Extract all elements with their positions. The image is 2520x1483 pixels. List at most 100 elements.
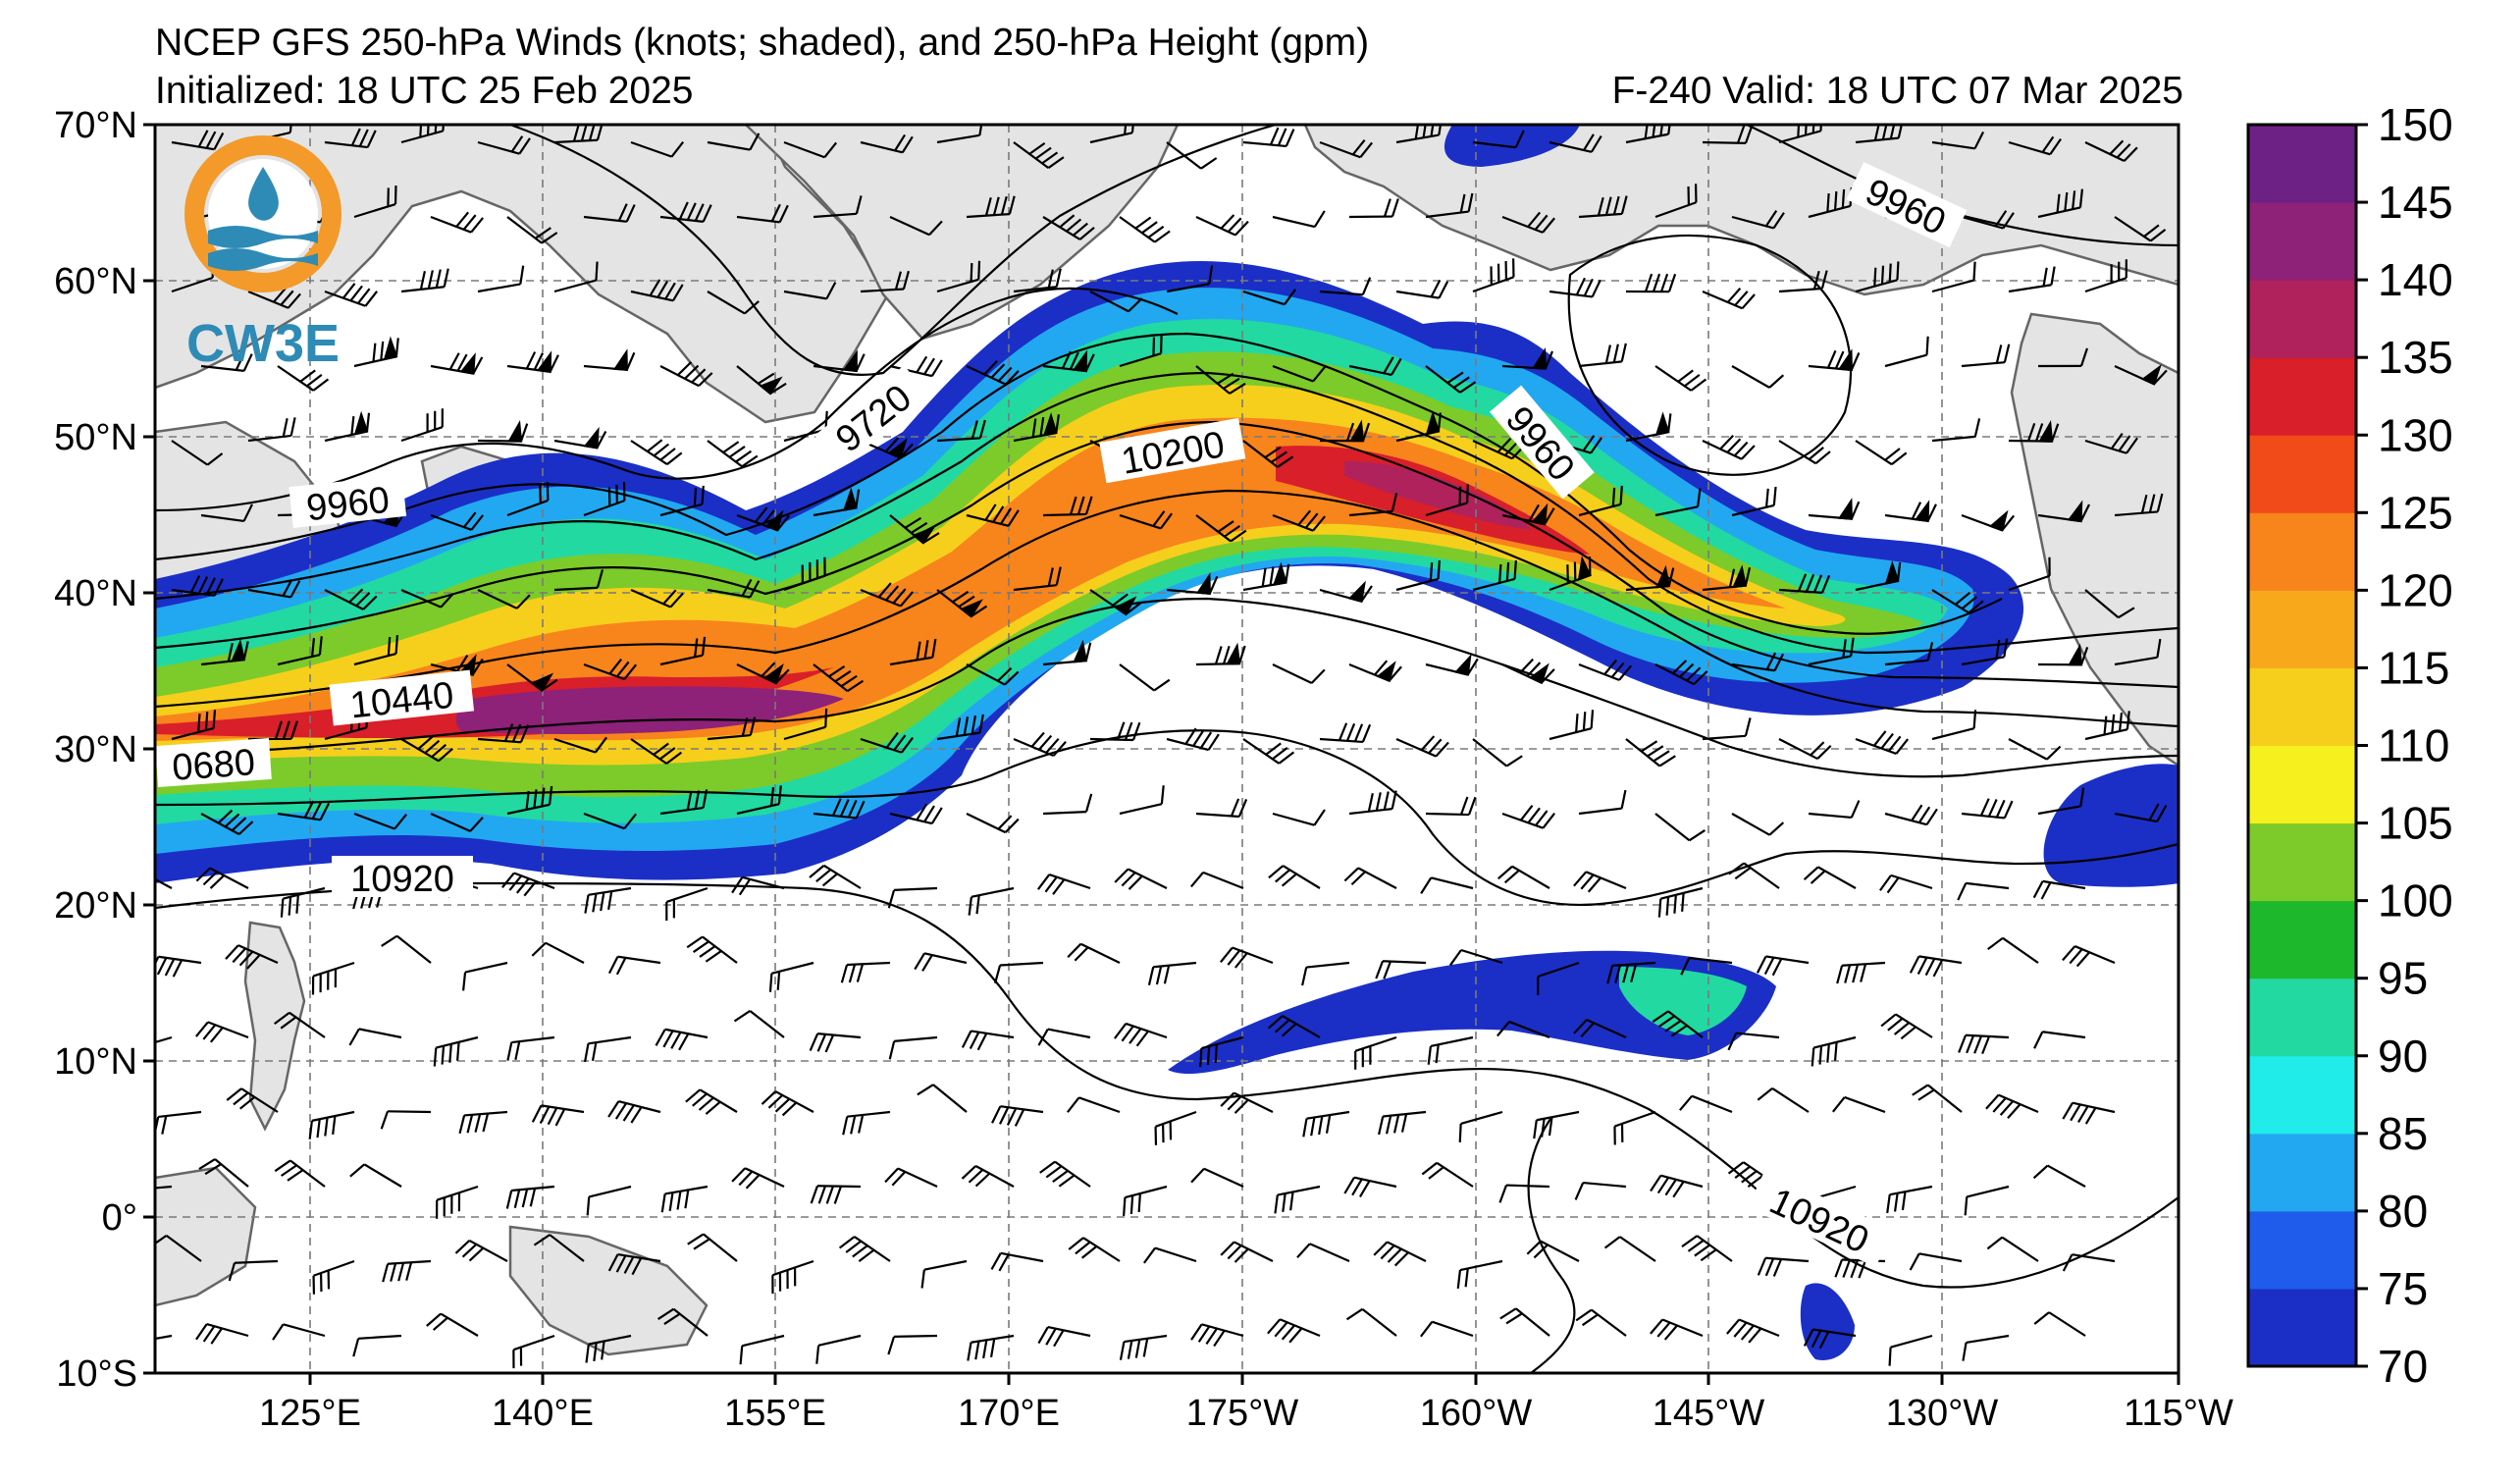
wind-barb	[1427, 1035, 1474, 1065]
wind-barb	[1195, 214, 1249, 237]
wind-barb	[400, 735, 453, 763]
wind-barb	[1654, 184, 1698, 219]
wind-barb	[1962, 1334, 2010, 1361]
colorbar-segment	[2248, 745, 2356, 824]
wind-barb	[1961, 638, 2009, 666]
wind-barb	[860, 133, 914, 154]
wind-barb	[889, 215, 943, 237]
wind-barb	[1458, 1110, 1503, 1142]
wind-barb	[1498, 1184, 1550, 1203]
wind-barb	[171, 575, 224, 597]
wind-barb	[228, 1259, 279, 1282]
colorbar-tick-label: 95	[2378, 953, 2428, 1004]
colorbar-tick-label: 120	[2378, 564, 2453, 615]
wind-barb	[1501, 805, 1556, 829]
wind-barb	[1987, 936, 2039, 964]
lon-label-160w: 160°W	[1420, 1393, 1533, 1434]
wind-barb	[630, 439, 683, 466]
wind-barb	[585, 1334, 632, 1363]
wind-barb	[731, 1167, 785, 1190]
wind-barb	[1499, 1307, 1550, 1337]
wind-barb	[1855, 440, 1908, 466]
wind-barb	[1808, 498, 1861, 520]
wind-barb	[1425, 192, 1474, 219]
wind-barb	[198, 1158, 249, 1188]
wind-barb	[1549, 277, 1601, 298]
wind-barb	[2008, 135, 2062, 156]
wind-barb	[660, 1185, 709, 1213]
wind-barb	[1808, 800, 1861, 820]
wind-barb	[657, 1307, 709, 1337]
wind-barb	[1549, 710, 1595, 741]
wind-barb	[1267, 1015, 1321, 1038]
wind-barb	[1242, 440, 1294, 468]
wind-barb	[1680, 956, 1733, 976]
wind-barb	[1702, 125, 1754, 144]
wind-barb	[1654, 365, 1707, 392]
lat-label-50n: 50°N	[54, 417, 137, 458]
lat-label-20n: 20°N	[54, 885, 137, 927]
wind-barb	[553, 736, 607, 754]
wind-barb	[1912, 1084, 1963, 1113]
contour-10200	[155, 332, 2003, 635]
wind-barb	[1575, 1308, 1627, 1337]
wind-barb	[1909, 955, 1963, 978]
wind-barb	[1242, 738, 1295, 765]
wind-barb	[1395, 559, 1441, 592]
wind-barb	[506, 216, 558, 244]
wind-barb	[247, 287, 301, 309]
wind-barb	[1242, 561, 1290, 592]
wind-barb	[1884, 642, 1934, 666]
wind-barb	[889, 638, 937, 666]
wind-barb	[501, 872, 555, 897]
cw3e-logo: CW3E	[184, 135, 341, 373]
wind-barb	[1756, 955, 1810, 977]
wind-barb	[477, 265, 525, 293]
wind-barb	[1068, 1237, 1121, 1262]
wind-barb	[736, 662, 790, 685]
wind-barb	[1808, 637, 1855, 666]
wind-barb	[1931, 131, 1985, 150]
wind-barb	[583, 658, 638, 681]
wind-barb	[1803, 1328, 1857, 1350]
wind-barb	[1957, 881, 2010, 901]
wind-barb	[607, 1100, 661, 1124]
wind-barb	[1119, 335, 1163, 368]
wind-barb	[324, 588, 378, 610]
wind-barb	[968, 886, 1015, 916]
colorbar-segment	[2248, 1133, 2356, 1212]
wind-barb	[739, 1334, 785, 1365]
wind-barb	[659, 636, 707, 666]
logo-waves	[208, 226, 318, 271]
wind-barb	[1625, 411, 1672, 443]
wind-barb	[1114, 868, 1168, 890]
wind-barb	[966, 359, 1020, 386]
wind-barb	[2033, 1311, 2086, 1337]
wind-barb	[277, 636, 323, 666]
lat-labels: 70°N 60°N 50°N 40°N 30°N 20°N 10°N 0° 10…	[54, 105, 137, 1395]
wind-barb	[1778, 270, 1828, 293]
lat-label-0: 0°	[102, 1197, 137, 1239]
wind-barb	[171, 130, 225, 151]
wind-barb	[966, 663, 1020, 686]
contour-label-10920-west: 10920	[350, 859, 454, 900]
wind-barb	[1679, 1094, 1733, 1114]
wind-barb	[1421, 1161, 1474, 1188]
wind-barb	[200, 809, 254, 835]
wind-barb	[436, 1185, 479, 1219]
wind-barb	[349, 1163, 402, 1188]
colorbar-tick-label: 90	[2378, 1031, 2428, 1082]
wind-barb	[771, 1259, 814, 1295]
wind-barb	[1166, 572, 1219, 595]
wind-barb	[400, 408, 444, 443]
wind-barb	[1964, 1185, 2010, 1216]
wind-barb	[838, 1236, 891, 1262]
wind-barb	[1625, 738, 1676, 768]
wind-barb	[200, 352, 253, 372]
wind-barb	[1195, 798, 1248, 819]
wind-barb	[1272, 210, 1326, 229]
wind-barb	[1302, 1110, 1350, 1138]
wind-barb	[311, 961, 355, 995]
wind-barb	[1537, 961, 1580, 995]
colorbar-tick-label: 105	[2378, 798, 2453, 849]
